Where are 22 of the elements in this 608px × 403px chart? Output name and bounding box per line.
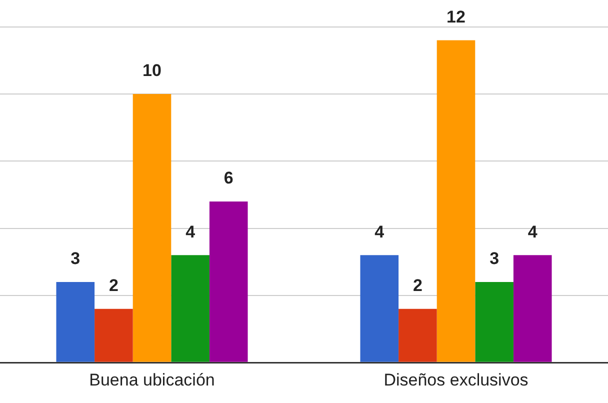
data-label: 3 xyxy=(70,249,80,268)
data-label: 4 xyxy=(186,222,196,242)
data-label: 6 xyxy=(224,168,234,188)
data-label: 10 xyxy=(142,61,162,80)
bar xyxy=(94,308,133,362)
bar xyxy=(209,201,248,362)
bar xyxy=(513,255,552,362)
bar xyxy=(360,255,399,362)
data-label: 3 xyxy=(490,249,500,268)
x-tick-label: Buena ubicación xyxy=(89,370,215,390)
data-label: 2 xyxy=(108,276,118,296)
bar xyxy=(398,308,437,362)
x-tick-label: Diseños exclusivos xyxy=(384,370,528,390)
bar xyxy=(56,282,95,362)
data-label: 2 xyxy=(412,276,422,296)
bar xyxy=(171,255,210,362)
data-label: 12 xyxy=(446,7,466,26)
data-label: 4 xyxy=(374,222,385,242)
data-label: 4 xyxy=(528,222,538,242)
bar xyxy=(475,282,514,362)
bar xyxy=(132,94,172,362)
bar xyxy=(436,40,476,362)
